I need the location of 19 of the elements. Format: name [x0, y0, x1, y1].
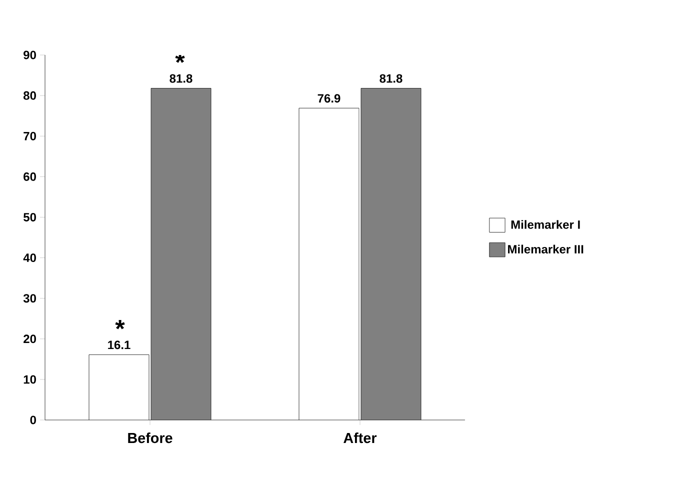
y-tick-label: 10 [24, 375, 36, 384]
annotation: * [115, 320, 125, 330]
y-tick-label: 80 [24, 91, 36, 100]
legend-label: Milemarker III [508, 244, 584, 254]
y-tick-label: 50 [24, 212, 36, 222]
legend-label: Milemarker I [511, 220, 580, 229]
y-tick-label: 70 [24, 132, 36, 140]
data-label: 16.1 [108, 340, 130, 350]
x-tick-label: After [344, 432, 377, 444]
y-tick-label: 20 [24, 334, 36, 344]
y-tick-label: 30 [23, 294, 36, 303]
y-tick-label: 40 [23, 254, 36, 262]
data-label: 81.8 [170, 74, 192, 83]
x-tick-label: Before [128, 432, 172, 444]
y-tick-label: 0 [30, 416, 36, 424]
y-tick-label: 60 [24, 172, 36, 181]
y-tick-label: 90 [24, 50, 36, 60]
data-label: 81.8 [380, 74, 402, 83]
data-label: 76.9 [318, 94, 340, 103]
